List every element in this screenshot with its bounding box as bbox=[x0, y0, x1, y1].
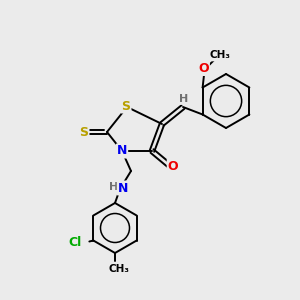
Text: CH₃: CH₃ bbox=[109, 264, 130, 274]
Text: N: N bbox=[117, 145, 127, 158]
Text: H: H bbox=[179, 94, 189, 104]
Text: S: S bbox=[80, 125, 88, 139]
Text: CH₃: CH₃ bbox=[209, 50, 230, 61]
Text: H: H bbox=[110, 182, 118, 192]
Text: S: S bbox=[122, 100, 130, 112]
Text: O: O bbox=[168, 160, 178, 172]
Text: O: O bbox=[198, 62, 209, 75]
Text: Cl: Cl bbox=[69, 236, 82, 249]
Text: N: N bbox=[118, 182, 128, 194]
